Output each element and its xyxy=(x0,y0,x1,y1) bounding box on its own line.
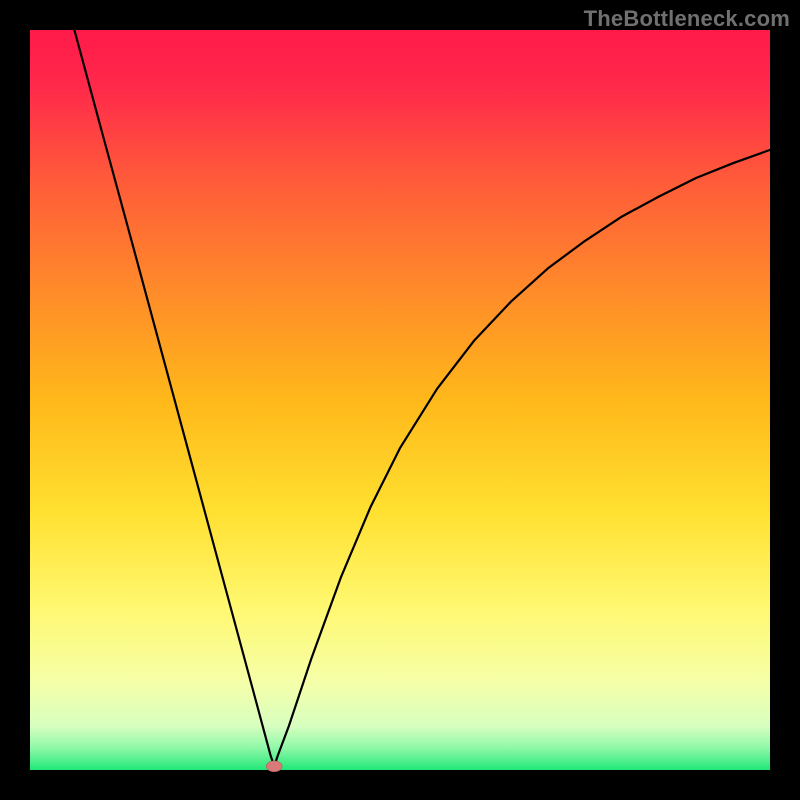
minimum-marker xyxy=(266,761,282,772)
chart-svg xyxy=(0,0,800,800)
gradient-background xyxy=(30,30,770,770)
